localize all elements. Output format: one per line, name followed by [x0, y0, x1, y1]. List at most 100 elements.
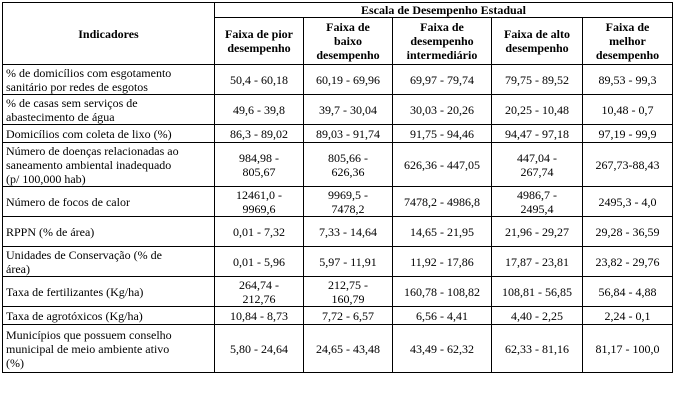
- band-header-4: Faixa de alto desempenho: [491, 17, 583, 65]
- indicator-cell: Número de focos de calor: [2, 186, 215, 217]
- range-cell: 91,75 - 94,46: [392, 124, 492, 143]
- cell-line: 7478,2 - 4986,8: [404, 194, 480, 209]
- cell-line: Domicílios com coleta de lixo (%): [6, 126, 172, 141]
- range-cell: 7,72 - 6,57: [303, 306, 393, 325]
- cell-line: 805,67: [242, 164, 276, 179]
- indicator-cell: Unidades de Conservação (% de área): [2, 246, 215, 277]
- cell-line: 7,72 - 6,57: [322, 308, 374, 323]
- range-cell: 69,97 - 79,74: [392, 64, 492, 95]
- range-cell: 43,49 - 62,32: [392, 324, 492, 373]
- range-cell: 49,6 - 39,8: [214, 94, 304, 125]
- scale-header: Escala de Desempenho Estadual: [214, 2, 673, 18]
- cell-line: 79,75 - 89,52: [505, 72, 569, 87]
- cell-line: 29,28 - 36,59: [595, 224, 660, 239]
- range-cell: 805,66 -626,36: [303, 142, 393, 187]
- range-cell: 21,96 - 29,27: [491, 216, 583, 247]
- cell-line: 212,76: [242, 291, 276, 306]
- range-cell: 9969,5 -7478,2: [303, 186, 393, 217]
- range-cell: 2,24 - 0,1: [582, 306, 673, 325]
- cell-line: sanitário por redes de esgotos: [6, 79, 148, 94]
- range-cell: 97,19 - 99,9: [582, 124, 673, 143]
- cell-line: 0,01 - 7,32: [233, 224, 285, 239]
- indicator-cell: % de casas sem serviços de abastecimento …: [2, 94, 215, 125]
- range-cell: 11,92 - 17,86: [392, 246, 492, 277]
- range-cell: 5,80 - 24,64: [214, 324, 304, 373]
- cell-line: 264,74 -: [239, 277, 279, 292]
- cell-line: 0,01 - 5,96: [233, 254, 285, 269]
- cell-line: 5,80 - 24,64: [230, 341, 288, 356]
- cell-line: Número de focos de calor: [6, 194, 130, 209]
- cell-line: Municípios que possuem conselho: [6, 327, 172, 342]
- cell-line: RPPN (% de área): [6, 224, 95, 239]
- range-cell: 14,65 - 21,95: [392, 216, 492, 247]
- cell-line: 6,56 - 4,41: [416, 308, 468, 323]
- range-cell: 50,4 - 60,18: [214, 64, 304, 95]
- cell-line: 212,75 -: [328, 277, 368, 292]
- cell-line: Faixa de alto: [504, 27, 570, 41]
- cell-line: desempenho: [505, 41, 569, 55]
- range-cell: 24,65 - 43,48: [303, 324, 393, 373]
- cell-line: 9969,5 -: [328, 187, 368, 202]
- range-cell: 81,17 - 100,0: [582, 324, 673, 373]
- range-cell: 6,56 - 4,41: [392, 306, 492, 325]
- cell-line: 30,03 - 20,26: [410, 102, 474, 117]
- cell-line: 62,33 - 81,16: [505, 341, 569, 356]
- table-row: Número de focos de calor 12461,0 -9969,6 9…: [2, 186, 673, 217]
- cell-line: 2495,4: [520, 201, 554, 216]
- cell-line: 81,17 - 100,0: [595, 341, 660, 356]
- range-cell: 10,48 - 0,7: [582, 94, 673, 125]
- range-cell: 2495,3 - 4,0: [582, 186, 673, 217]
- range-cell: 10,84 - 8,73: [214, 306, 304, 325]
- range-cell: 447,04 -267,74: [491, 142, 583, 187]
- cell-line: Unidades de Conservação (% de: [6, 247, 162, 262]
- cell-line: % de casas sem serviços de: [6, 95, 138, 110]
- cell-line: 89,53 - 99,3: [598, 72, 657, 87]
- table-row: Número de doenças relacionadas ao saneame…: [2, 142, 673, 187]
- cell-line: 626,36 - 447,05: [404, 157, 480, 172]
- range-cell: 160,78 - 108,82: [392, 276, 492, 307]
- band-header-1: Faixa de pior desempenho: [214, 17, 304, 65]
- range-cell: 89,03 - 91,74: [303, 124, 393, 143]
- cell-line: 89,03 - 91,74: [316, 126, 380, 141]
- cell-line: 4986,7 -: [517, 187, 557, 202]
- range-cell: 86,3 - 89,02: [214, 124, 304, 143]
- cell-line: Número de doenças relacionadas ao: [6, 143, 179, 158]
- cell-line: 267,74: [520, 164, 554, 179]
- cell-line: 160,79: [331, 291, 365, 306]
- cell-line: 49,6 - 39,8: [233, 102, 285, 117]
- range-cell: 62,33 - 81,16: [491, 324, 583, 373]
- cell-line: 39,7 - 30,04: [319, 102, 377, 117]
- range-cell: 5,97 - 11,91: [303, 246, 393, 277]
- cell-line: 4,40 - 2,25: [511, 308, 563, 323]
- cell-line: saneamento ambiental inadequado: [6, 157, 172, 172]
- range-cell: 0,01 - 7,32: [214, 216, 304, 247]
- range-cell: 56,84 - 4,88: [582, 276, 673, 307]
- cell-line: Faixa de: [326, 20, 370, 34]
- cell-line: 805,66 -: [328, 150, 368, 165]
- cell-line: 97,19 - 99,9: [598, 126, 657, 141]
- range-cell: 7478,2 - 4986,8: [392, 186, 492, 217]
- range-cell: 23,82 - 29,76: [582, 246, 673, 277]
- range-cell: 89,53 - 99,3: [582, 64, 673, 95]
- cell-line: 5,97 - 11,91: [319, 254, 377, 269]
- range-cell: 39,7 - 30,04: [303, 94, 393, 125]
- cell-line: % de domicílios com esgotamento: [6, 65, 172, 80]
- cell-line: 11,92 - 17,86: [410, 254, 474, 269]
- range-cell: 626,36 - 447,05: [392, 142, 492, 187]
- cell-line: 94,47 - 97,18: [505, 126, 569, 141]
- cell-line: 108,81 - 56,85: [502, 284, 572, 299]
- range-cell: 60,19 - 69,96: [303, 64, 393, 95]
- cell-line: 91,75 - 94,46: [410, 126, 474, 141]
- cell-line: (p/ 100,000 hab): [6, 171, 86, 186]
- range-cell: 17,87 - 23,81: [491, 246, 583, 277]
- indicator-cell: RPPN (% de área): [2, 216, 215, 247]
- cell-line: municipal de meio ambiente ativo: [6, 341, 170, 356]
- cell-line: 10,84 - 8,73: [230, 308, 288, 323]
- range-cell: 20,25 - 10,48: [491, 94, 583, 125]
- cell-line: 23,82 - 29,76: [595, 254, 660, 269]
- range-cell: 12461,0 -9969,6: [214, 186, 304, 217]
- cell-line: Taxa de fertilizantes (Kg/ha): [6, 284, 144, 299]
- cell-line: desempenho: [410, 34, 474, 48]
- cell-line: baixo: [333, 34, 362, 48]
- range-cell: 79,75 - 89,52: [491, 64, 583, 95]
